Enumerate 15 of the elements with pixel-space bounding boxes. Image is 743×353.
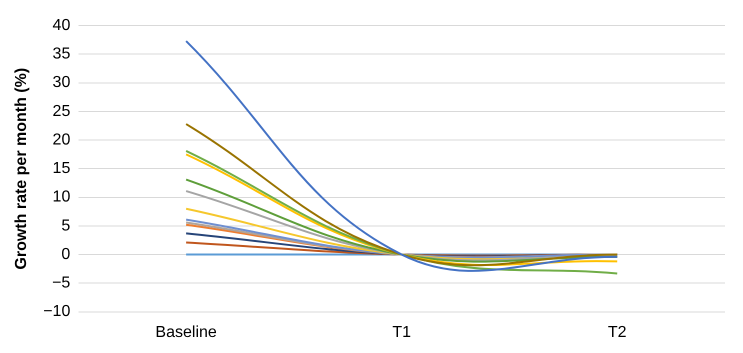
y-tick-label: 15 bbox=[52, 160, 70, 178]
y-tick-label: 0 bbox=[61, 246, 70, 263]
y-tick-label: 10 bbox=[52, 188, 70, 206]
y-tick-label: −5 bbox=[52, 274, 70, 292]
x-tick-label: Baseline bbox=[155, 324, 217, 341]
y-tick-label: 40 bbox=[52, 17, 70, 34]
y-tick-label: 20 bbox=[52, 131, 70, 148]
x-tick-label: T1 bbox=[392, 324, 412, 341]
y-tick-label: 30 bbox=[52, 74, 70, 92]
y-tick-label: 25 bbox=[52, 102, 70, 120]
y-tick-label: −10 bbox=[43, 303, 70, 320]
y-axis-title: Growth rate per month (%) bbox=[13, 68, 30, 270]
y-tick-label: 5 bbox=[61, 217, 70, 234]
x-tick-label: T2 bbox=[608, 324, 627, 341]
y-tick-label: 35 bbox=[52, 46, 70, 63]
